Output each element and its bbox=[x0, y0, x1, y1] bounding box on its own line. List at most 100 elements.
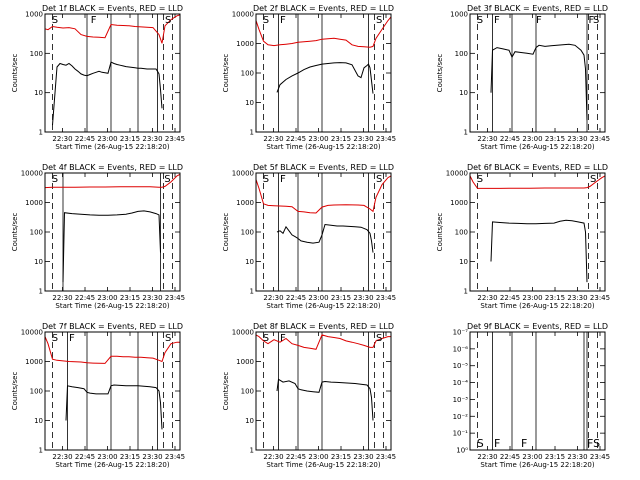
plot-frame bbox=[469, 13, 606, 133]
x-tick-label: 23:45 bbox=[590, 453, 610, 461]
panel-5: Det 5f BLACK = Events, RED = LLD 1 10 100 10… bbox=[222, 163, 396, 310]
x-tick-label: 22:30 bbox=[263, 294, 283, 302]
event-marker-label: F bbox=[589, 15, 595, 26]
event-marker-label: S bbox=[376, 333, 382, 344]
y-tick-label: 10000 bbox=[21, 170, 43, 178]
x-tick-label: 23:15 bbox=[331, 294, 351, 302]
y-tick-label: 1000 bbox=[450, 11, 468, 19]
y-tick-label: 100 bbox=[30, 50, 43, 58]
y-tick-label: 1 bbox=[250, 129, 254, 137]
y-tick-label: 10 bbox=[245, 417, 254, 425]
plot-frame bbox=[44, 172, 181, 292]
x-axis-label: Start Time (26-Aug-15 22:18:20) bbox=[266, 143, 380, 151]
series-lld-line bbox=[255, 16, 392, 48]
y-axis-label: Counts/sec bbox=[222, 213, 230, 252]
event-marker-label: F bbox=[494, 437, 500, 450]
plot-frame bbox=[255, 172, 392, 292]
event-marker-label: F bbox=[494, 15, 500, 26]
y-tick-label: 1000 bbox=[25, 199, 43, 207]
x-tick-label: 23:00 bbox=[97, 135, 117, 143]
x-tick-label: 23:45 bbox=[376, 294, 396, 302]
x-tick-label: 23:30 bbox=[567, 135, 587, 143]
y-tick-label: 10 bbox=[34, 258, 43, 266]
y-tick-label: 100 bbox=[241, 388, 254, 396]
y-tick-label: 1 bbox=[39, 288, 43, 296]
chart-title: Det 2f BLACK = Events, RED = LLD bbox=[253, 4, 394, 13]
series-events-line bbox=[276, 62, 374, 94]
event-marker-label: S bbox=[165, 15, 171, 26]
chart-title: Det 6f BLACK = Events, RED = LLD bbox=[467, 163, 608, 172]
event-marker-label: F bbox=[521, 437, 527, 450]
panel-1: Det 1f BLACK = Events, RED = LLD 1 10 100 10… bbox=[11, 4, 185, 151]
y-axis-label: Counts/sec bbox=[11, 54, 19, 93]
event-marker-label: F bbox=[280, 333, 286, 344]
x-tick-label: 23:00 bbox=[522, 135, 542, 143]
x-tick-label: 23:45 bbox=[376, 453, 396, 461]
x-tick-label: 23:30 bbox=[142, 294, 162, 302]
y-tick-label: 10000 bbox=[446, 170, 468, 178]
x-tick-label: 23:00 bbox=[522, 294, 542, 302]
event-marker-label: FS bbox=[587, 437, 600, 450]
series-lld-line bbox=[469, 175, 606, 189]
y-tick-label: 1 bbox=[39, 447, 43, 455]
x-tick-label: 22:45 bbox=[286, 135, 306, 143]
y-tick-label: 100 bbox=[455, 229, 468, 237]
series-lld-line bbox=[255, 175, 392, 214]
y-tick-label: 10⁰ bbox=[456, 447, 468, 455]
y-tick-label: 1000 bbox=[25, 358, 43, 366]
x-tick-label: 23:00 bbox=[308, 453, 328, 461]
x-axis-label: Start Time (26-Aug-15 22:18:20) bbox=[266, 461, 380, 469]
x-tick-label: 22:45 bbox=[75, 294, 95, 302]
x-tick-label: 22:30 bbox=[477, 135, 497, 143]
x-axis-label: Start Time (26-Aug-15 22:18:20) bbox=[480, 461, 594, 469]
panel-7: Det 7f BLACK = Events, RED = LLD 1 10 100 10… bbox=[11, 322, 185, 469]
x-tick-label: 23:15 bbox=[120, 294, 140, 302]
x-axis-label: Start Time (26-Aug-15 22:18:20) bbox=[480, 302, 594, 310]
series-events-line bbox=[276, 378, 374, 421]
y-axis-label: Counts/sec bbox=[11, 372, 19, 411]
chart-title: Det 5f BLACK = Events, RED = LLD bbox=[253, 163, 394, 172]
chart-title: Det 9f BLACK = Events, RED = LLD bbox=[467, 322, 608, 331]
event-marker-label: S bbox=[376, 15, 382, 26]
chart-title: Det 4f BLACK = Events, RED = LLD bbox=[42, 163, 183, 172]
chart-title: Det 7f BLACK = Events, RED = LLD bbox=[42, 322, 183, 331]
event-marker-label: S bbox=[164, 174, 170, 185]
series-events-line bbox=[62, 210, 161, 283]
x-tick-label: 23:00 bbox=[97, 294, 117, 302]
x-axis-label: Start Time (26-Aug-15 22:18:20) bbox=[55, 302, 169, 310]
plot-frame bbox=[44, 331, 181, 451]
x-tick-label: 23:30 bbox=[353, 294, 373, 302]
x-tick-label: 23:30 bbox=[567, 453, 587, 461]
event-marker-label: F bbox=[536, 15, 542, 26]
x-tick-label: 23:15 bbox=[331, 453, 351, 461]
chart-title: Det 8f BLACK = Events, RED = LLD bbox=[253, 322, 394, 331]
x-tick-label: 22:30 bbox=[477, 453, 497, 461]
x-tick-label: 23:45 bbox=[590, 294, 610, 302]
y-tick-label: 10 bbox=[245, 99, 254, 107]
event-marker-label: S bbox=[165, 333, 171, 344]
y-tick-label: 10 bbox=[459, 89, 468, 97]
event-marker-label: S bbox=[52, 15, 58, 26]
y-tick-label: 10 bbox=[34, 89, 43, 97]
y-tick-label: 10000 bbox=[232, 329, 254, 337]
x-tick-label: 23:00 bbox=[308, 294, 328, 302]
event-marker-label: S bbox=[52, 174, 58, 185]
x-tick-label: 22:45 bbox=[286, 294, 306, 302]
x-axis-label: Start Time (26-Aug-15 22:18:20) bbox=[266, 302, 380, 310]
event-marker-label: S bbox=[263, 174, 269, 185]
x-tick-label: 23:45 bbox=[165, 135, 185, 143]
x-tick-label: 23:00 bbox=[308, 135, 328, 143]
y-axis-label: Counts/sec bbox=[11, 213, 19, 252]
y-tick-label: 1000 bbox=[236, 40, 254, 48]
y-tick-label: 10 bbox=[459, 258, 468, 266]
x-tick-label: 23:45 bbox=[590, 135, 610, 143]
chart-title: Det 1f BLACK = Events, RED = LLD bbox=[42, 4, 183, 13]
x-tick-label: 23:30 bbox=[353, 453, 373, 461]
x-tick-label: 23:15 bbox=[545, 294, 565, 302]
y-tick-label: 1000 bbox=[25, 11, 43, 19]
x-tick-label: 23:00 bbox=[522, 453, 542, 461]
y-tick-label: 10 bbox=[34, 417, 43, 425]
y-tick-label: 10⁻³ bbox=[453, 396, 469, 404]
x-tick-label: 22:45 bbox=[500, 453, 520, 461]
y-tick-label: 10⁻⁵ bbox=[453, 362, 469, 370]
